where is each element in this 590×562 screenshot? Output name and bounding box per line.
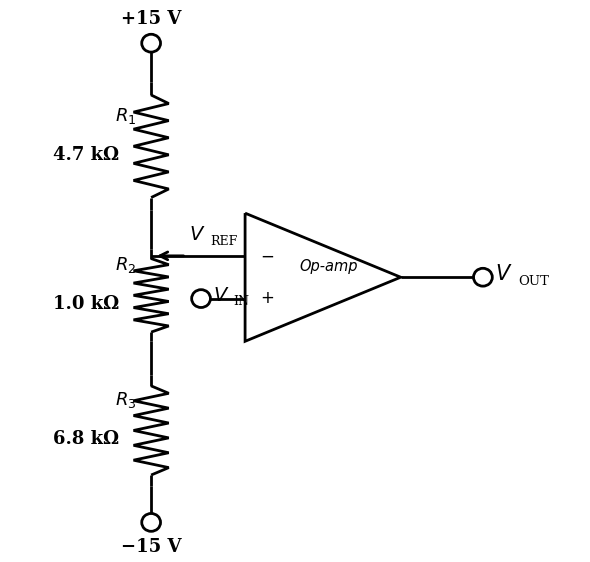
Text: 1.0 kΩ: 1.0 kΩ [53,294,119,312]
Text: $-$: $-$ [260,247,274,264]
Text: $\mathit{R}_3$: $\mathit{R}_3$ [115,390,136,410]
Text: IN: IN [233,295,250,308]
Text: OUT: OUT [518,275,549,288]
Text: $\mathit{R}_2$: $\mathit{R}_2$ [115,255,136,275]
Text: $\mathit{R}_1$: $\mathit{R}_1$ [115,106,136,126]
Text: $\mathit{V}$: $\mathit{V}$ [494,265,512,284]
Text: 6.8 kΩ: 6.8 kΩ [53,430,119,448]
Text: $\mathit{V}$: $\mathit{V}$ [213,286,230,305]
Text: 4.7 kΩ: 4.7 kΩ [53,146,119,164]
Text: Op-amp: Op-amp [300,259,358,274]
Text: $\mathit{V}$: $\mathit{V}$ [189,225,206,243]
Text: $+$: $+$ [260,290,274,307]
Text: REF: REF [210,235,237,248]
Text: +15 V: +15 V [121,10,181,28]
Text: −15 V: −15 V [121,538,181,556]
